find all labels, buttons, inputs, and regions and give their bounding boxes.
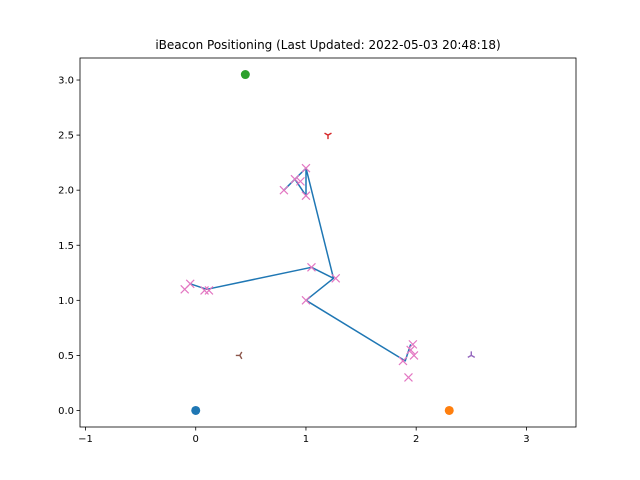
y-axis: 0.0 0.5 1.0 1.5 2.0 2.5 3.0 — [58, 76, 80, 417]
measurement-point — [406, 345, 416, 355]
y-tick-label: 1.5 — [58, 241, 74, 252]
x-tick-label: 3 — [523, 434, 529, 445]
reference-marker — [324, 132, 332, 140]
measurement-point — [301, 163, 311, 173]
beacon-point — [444, 405, 454, 415]
x-axis: −1 0 1 2 3 — [78, 427, 530, 445]
reference-marker — [235, 351, 243, 360]
beacon-point — [191, 405, 201, 415]
measurement-point — [409, 350, 419, 360]
measurement-point — [307, 262, 316, 272]
measurement-point — [301, 191, 311, 201]
measurement-point — [204, 285, 214, 295]
x-tick-label: −1 — [78, 434, 93, 445]
y-tick-label: 3.0 — [58, 76, 74, 87]
measurement-point — [296, 176, 305, 186]
measurement-point — [200, 285, 209, 295]
y-tick-label: 2.5 — [58, 131, 74, 142]
chart-title: iBeacon Positioning (Last Updated: 2022-… — [155, 38, 500, 52]
x-tick-label: 0 — [193, 434, 199, 445]
y-tick-label: 2.0 — [58, 186, 74, 197]
y-tick-label: 1.0 — [58, 296, 74, 307]
measurement-point — [408, 339, 418, 349]
measurement-point — [290, 174, 300, 184]
measurement-point — [331, 273, 341, 283]
measurement-point — [301, 295, 311, 305]
reference-marker — [467, 351, 476, 359]
measurement-point — [185, 279, 195, 289]
x-tick-label: 2 — [413, 434, 419, 445]
trajectory-line — [189, 167, 412, 362]
plot-area — [180, 70, 476, 415]
measurement-point — [398, 356, 408, 366]
x-tick-label: 1 — [303, 434, 309, 445]
y-tick-label: 0.5 — [58, 351, 74, 362]
measurement-point — [279, 185, 289, 195]
y-tick-label: 0.0 — [58, 406, 74, 417]
axes-frame — [79, 57, 577, 428]
measurement-point — [404, 373, 413, 382]
beacon-point — [240, 70, 250, 80]
